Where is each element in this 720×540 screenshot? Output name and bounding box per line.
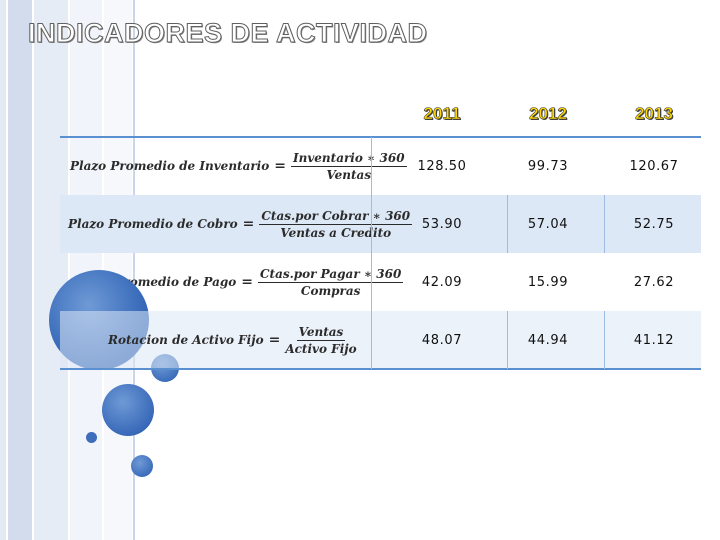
denominator: Activo Fijo [285,341,357,356]
value-cell: 53.90 [421,216,463,232]
denominator: Ventas [326,167,372,182]
table-row: Plazo Promedio de Cobro = Ctas.por Cobra… [60,195,701,253]
value-cell: 41.12 [633,332,675,348]
table-row: Plazo Promedio de Pago = Ctas.por Pagar … [60,253,701,311]
equals-sign: = [274,158,286,174]
indicator-name: Plazo Promedio de Inventario [70,159,270,173]
column-divider [371,137,372,369]
equals-sign: = [242,216,255,232]
fraction: Ctas.por Pagar ∗ 360 Compras [257,266,404,298]
decor-circle [102,384,154,436]
value-cell: 120.67 [629,158,679,174]
table-row: Rotacion de Activo Fijo = Ventas Activo … [60,311,701,369]
value-cell: 52.75 [633,216,675,232]
value-cell: 128.50 [417,158,467,174]
formula: Plazo Promedio de Cobro = Ctas.por Cobra… [68,195,413,253]
value-cell: 42.09 [421,274,463,290]
table-rule [60,136,701,138]
fraction: Ctas.por Cobrar ∗ 360 Ventas a Credito [259,208,413,240]
numerator: Ctas.por Cobrar ∗ 360 [259,208,413,225]
indicator-name: Plazo Promedio de Cobro [68,217,238,231]
decor-stripe [34,0,68,540]
numerator: Ventas [296,324,346,341]
value-cell: 27.62 [633,274,675,290]
decor-stripe [0,0,6,540]
fraction: Inventario ∗ 360 Ventas [290,150,407,182]
year-header: 2011 [423,104,461,124]
numerator: Inventario ∗ 360 [290,150,407,167]
formula: Plazo Promedio de Inventario = Inventari… [70,137,407,195]
equals-sign: = [241,274,253,290]
equals-sign: = [268,332,281,348]
formula: Rotacion de Activo Fijo = Ventas Activo … [108,311,357,369]
table-row: Plazo Promedio de Inventario = Inventari… [60,137,701,195]
decor-stripe [133,0,135,540]
decor-stripe [8,0,32,540]
slide-title: INDICADORES DE ACTIVIDAD [28,18,428,49]
denominator: Compras [300,283,361,298]
decor-circle [131,455,153,477]
fraction: Ventas Activo Fijo [285,325,356,356]
value-cell: 44.94 [527,332,569,348]
value-cell: 57.04 [527,216,569,232]
column-divider [507,195,508,253]
numerator: Ctas.por Pagar ∗ 360 [257,266,404,283]
indicator-name: Rotacion de Activo Fijo [108,333,264,347]
decor-circle [86,432,97,443]
column-divider [604,195,605,253]
column-divider [507,311,508,369]
year-header: 2012 [529,104,567,124]
column-divider [604,311,605,369]
table-rule [60,368,701,370]
year-header: 2013 [635,104,673,124]
denominator: Ventas a Credito [280,225,392,240]
value-cell: 99.73 [527,158,569,174]
value-cell: 48.07 [421,332,463,348]
value-cell: 15.99 [527,274,569,290]
